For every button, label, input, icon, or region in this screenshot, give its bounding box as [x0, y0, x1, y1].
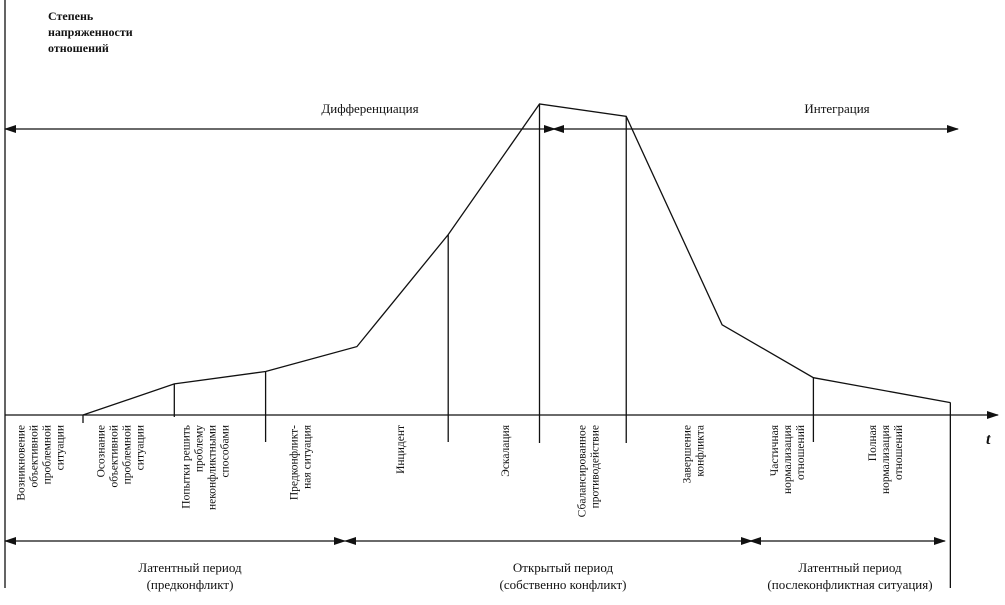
tension-curve	[82, 103, 951, 416]
stage-label-s3: Попытки решитьпроблемунеконфликтнымиспос…	[181, 425, 232, 510]
stage-label-line: объективной	[29, 425, 41, 487]
stage-label-line: Сбалансированное	[577, 425, 589, 517]
period-latent-pre-subtitle: (предконфликт)	[147, 577, 234, 592]
stage-label-line: отношений	[893, 425, 905, 480]
stage-division-lines	[82, 104, 951, 588]
period-open-title: Открытый период	[513, 560, 614, 575]
stage-label-line: Попытки решить	[181, 425, 193, 509]
integration-label: Интеграция	[804, 101, 869, 116]
y-axis-label-line: напряженности	[48, 25, 133, 39]
stage-label-s7: Сбалансированноепротиводействие	[577, 425, 602, 517]
period-latent-post-title: Латентный период	[798, 560, 902, 575]
stage-label-line: проблему	[194, 425, 206, 472]
period-latent-post-subtitle: (послеконфликтная ситуация)	[767, 577, 932, 592]
x-axis-label: t	[986, 431, 991, 448]
stage-label-line: ситуации	[135, 425, 147, 470]
differentiation-label: Дифференциация	[321, 101, 418, 116]
stage-label-line: противодействие	[590, 425, 602, 508]
y-axis-label: Степень напряженности отношений	[48, 9, 136, 55]
stage-label-s10: Полнаянормализацияотношений	[867, 424, 905, 494]
stage-label-s1: Возникновениеобъективнойпроблемнойситуац…	[16, 425, 67, 501]
stage-label-line: ситуации	[55, 425, 67, 470]
stage-label-line: Эскалация	[500, 424, 512, 476]
y-axis-label-line: Степень	[48, 9, 94, 23]
stage-label-line: неконфликтными	[207, 425, 219, 510]
stage-label-line: Завершение	[682, 425, 694, 483]
stage-label-line: Полная	[867, 424, 879, 461]
stage-label-s8: Завершениеконфликта	[682, 425, 707, 483]
stage-label-line: Инцидент	[395, 425, 407, 474]
stage-label-line: Осознание	[96, 425, 108, 477]
stage-label-line: конфликта	[695, 425, 707, 477]
stage-label-line: объективной	[109, 425, 121, 487]
period-open-subtitle: (собственно конфликт)	[500, 577, 627, 592]
stage-label-line: Возникновение	[16, 425, 28, 501]
stage-label-s4: Предконфликт-ная ситуация	[289, 424, 314, 500]
stage-label-line: проблемной	[122, 425, 134, 484]
stage-label-line: нормализация	[880, 424, 892, 494]
stage-label-s2: Осознаниеобъективнойпроблемнойситуации	[96, 425, 147, 487]
stage-label-line: Частичная	[769, 424, 781, 476]
stage-label-line: отношений	[795, 425, 807, 480]
stage-label-line: нормализация	[782, 424, 794, 494]
y-axis-label-line: отношений	[48, 41, 109, 55]
stage-label-s5: Инцидент	[395, 425, 407, 474]
stage-label-line: проблемной	[42, 425, 54, 484]
stage-label-line: способами	[220, 425, 232, 478]
stage-labels: Возникновениеобъективнойпроблемнойситуац…	[16, 424, 906, 517]
stage-label-s6: Эскалация	[500, 424, 512, 476]
stage-label-line: ная ситуация	[302, 424, 314, 489]
period-latent-pre-title: Латентный период	[138, 560, 242, 575]
stage-label-line: Предконфликт-	[289, 425, 301, 500]
stage-label-s9: Частичнаянормализацияотношений	[769, 424, 807, 494]
